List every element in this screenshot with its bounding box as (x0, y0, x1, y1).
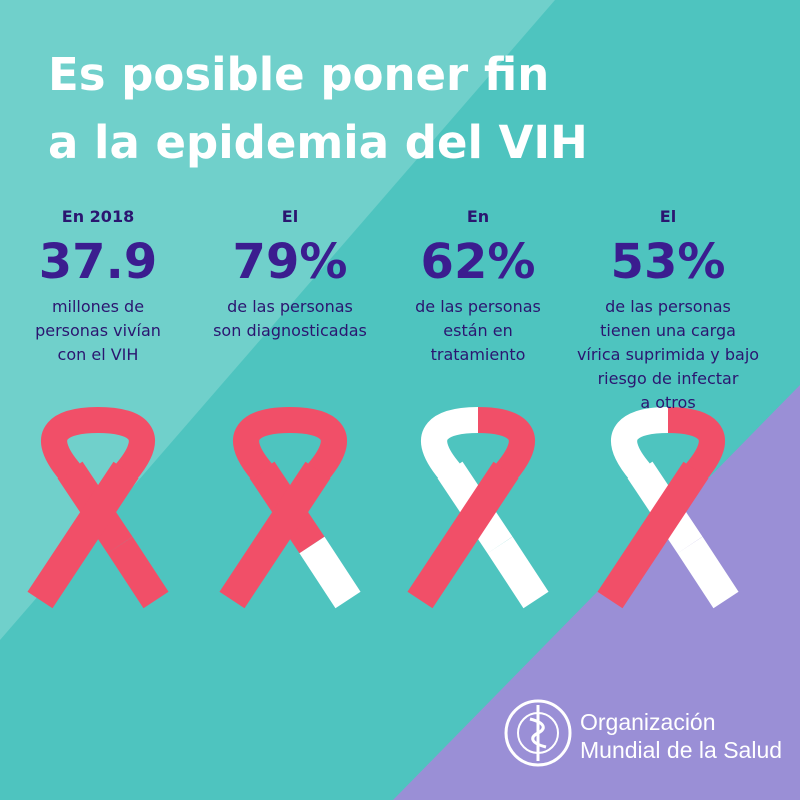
stat-figure: 62% (421, 234, 536, 290)
stat-figure: 37.9 (39, 234, 157, 290)
stat-figure: 53% (611, 234, 726, 290)
ribbon-part (219, 461, 331, 609)
logo-text: Mundial de la Salud (580, 737, 782, 763)
stat-intro: El (660, 207, 676, 226)
stat-description: personas vivían (35, 321, 161, 340)
stat-intro: En (467, 207, 489, 226)
stat-description: de las personas (605, 297, 731, 316)
ribbon-part (107, 536, 169, 609)
ribbons (27, 407, 739, 609)
stat-description: están en (443, 321, 512, 340)
title-line: a la epidemia del VIH (48, 116, 588, 169)
who-emblem (504, 699, 572, 767)
stat-description: de las personas (415, 297, 541, 316)
ribbon-part (27, 461, 139, 609)
ribbon-loop-right (289, 407, 347, 481)
stat-description: tienen una carga (600, 321, 736, 340)
ribbon-part (597, 461, 709, 609)
ribbon-part (299, 536, 361, 609)
ribbon-loop-right (477, 407, 535, 481)
ribbon-loop-right (97, 407, 155, 481)
stat-description: con el VIH (58, 345, 139, 364)
ribbon-part (407, 461, 519, 609)
emblem-ring (504, 699, 572, 767)
ribbon-part (487, 536, 549, 609)
ribbon-part (677, 536, 739, 609)
stat-figure: 79% (233, 234, 348, 290)
stat-intro: En 2018 (62, 207, 134, 226)
light-band (0, 0, 555, 640)
ribbon-loop-left (611, 407, 669, 481)
title-line: Es posible poner fin (48, 48, 549, 101)
ribbon-loop-right (667, 407, 725, 481)
emblem-snake (529, 717, 547, 749)
stat-description: riesgo de infectar (598, 369, 739, 388)
stat-description: de las personas (227, 297, 353, 316)
ribbon-loop-left (41, 407, 99, 481)
stat-description: millones de (52, 297, 144, 316)
stat-description: vírica suprimida y bajo (577, 345, 759, 364)
stat-description: son diagnosticadas (213, 321, 367, 340)
stat-description: a otros (640, 393, 695, 412)
stat-intro: El (282, 207, 298, 226)
ribbon-loop-left (421, 407, 479, 481)
logo-text: Organización (580, 709, 716, 735)
ribbon-loop-left (233, 407, 291, 481)
stat-description: tratamiento (431, 345, 526, 364)
